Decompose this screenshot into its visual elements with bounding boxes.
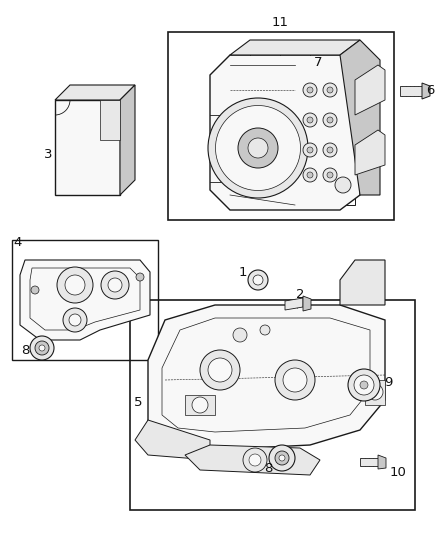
Circle shape bbox=[303, 143, 317, 157]
Circle shape bbox=[323, 83, 337, 97]
Circle shape bbox=[260, 325, 270, 335]
Circle shape bbox=[307, 117, 313, 123]
Circle shape bbox=[275, 360, 315, 400]
Circle shape bbox=[360, 381, 368, 389]
Circle shape bbox=[31, 286, 39, 294]
Circle shape bbox=[30, 336, 54, 360]
Polygon shape bbox=[340, 40, 380, 195]
Circle shape bbox=[323, 113, 337, 127]
Circle shape bbox=[275, 451, 289, 465]
Bar bbox=[295, 65, 355, 205]
Text: 9: 9 bbox=[384, 376, 392, 389]
Circle shape bbox=[101, 271, 129, 299]
Circle shape bbox=[200, 350, 240, 390]
Circle shape bbox=[335, 177, 351, 193]
Polygon shape bbox=[378, 455, 386, 469]
Circle shape bbox=[243, 448, 267, 472]
Circle shape bbox=[354, 375, 374, 395]
Circle shape bbox=[327, 172, 333, 178]
Circle shape bbox=[323, 168, 337, 182]
Polygon shape bbox=[230, 40, 360, 55]
Circle shape bbox=[248, 270, 268, 290]
Circle shape bbox=[307, 147, 313, 153]
Circle shape bbox=[35, 341, 49, 355]
Polygon shape bbox=[55, 100, 120, 195]
Circle shape bbox=[249, 454, 261, 466]
Circle shape bbox=[208, 358, 232, 382]
Circle shape bbox=[238, 128, 278, 168]
Polygon shape bbox=[422, 83, 430, 99]
Polygon shape bbox=[135, 420, 210, 460]
Polygon shape bbox=[185, 445, 320, 475]
Polygon shape bbox=[210, 55, 360, 210]
Circle shape bbox=[69, 314, 81, 326]
Text: 8: 8 bbox=[21, 343, 29, 357]
Circle shape bbox=[279, 455, 285, 461]
Circle shape bbox=[327, 87, 333, 93]
Circle shape bbox=[65, 275, 85, 295]
Polygon shape bbox=[360, 458, 378, 466]
Circle shape bbox=[63, 308, 87, 332]
Text: 10: 10 bbox=[389, 465, 406, 479]
Circle shape bbox=[303, 113, 317, 127]
Polygon shape bbox=[20, 260, 150, 340]
Polygon shape bbox=[355, 130, 385, 175]
Text: 3: 3 bbox=[44, 149, 52, 161]
Bar bbox=[168, 32, 394, 220]
Polygon shape bbox=[148, 305, 385, 450]
Circle shape bbox=[307, 87, 313, 93]
Polygon shape bbox=[303, 296, 311, 311]
Circle shape bbox=[348, 369, 380, 401]
Circle shape bbox=[253, 275, 263, 285]
Text: 7: 7 bbox=[314, 55, 322, 69]
Polygon shape bbox=[365, 380, 385, 405]
Polygon shape bbox=[340, 260, 385, 305]
Circle shape bbox=[192, 397, 208, 413]
Circle shape bbox=[303, 83, 317, 97]
Circle shape bbox=[269, 445, 295, 471]
Polygon shape bbox=[100, 100, 120, 140]
Circle shape bbox=[327, 147, 333, 153]
Polygon shape bbox=[120, 85, 135, 195]
Circle shape bbox=[108, 278, 122, 292]
Circle shape bbox=[39, 345, 45, 351]
Text: 2: 2 bbox=[296, 288, 304, 302]
Text: 11: 11 bbox=[272, 15, 289, 28]
Polygon shape bbox=[400, 86, 422, 96]
Circle shape bbox=[233, 328, 247, 342]
Circle shape bbox=[215, 106, 300, 190]
Polygon shape bbox=[355, 65, 385, 115]
Circle shape bbox=[136, 273, 144, 281]
Circle shape bbox=[57, 267, 93, 303]
Text: 5: 5 bbox=[134, 395, 142, 408]
Polygon shape bbox=[185, 395, 215, 415]
Text: 8: 8 bbox=[264, 462, 272, 474]
Circle shape bbox=[248, 138, 268, 158]
Circle shape bbox=[307, 172, 313, 178]
Circle shape bbox=[303, 168, 317, 182]
Text: 4: 4 bbox=[14, 236, 22, 248]
Bar bbox=[12, 240, 158, 360]
Text: 6: 6 bbox=[426, 84, 434, 96]
Text: 1: 1 bbox=[239, 265, 247, 279]
Circle shape bbox=[283, 368, 307, 392]
Polygon shape bbox=[285, 298, 303, 310]
Circle shape bbox=[327, 117, 333, 123]
Bar bbox=[130, 300, 415, 510]
Circle shape bbox=[208, 98, 308, 198]
Circle shape bbox=[367, 384, 383, 400]
Polygon shape bbox=[55, 85, 135, 100]
Circle shape bbox=[323, 143, 337, 157]
